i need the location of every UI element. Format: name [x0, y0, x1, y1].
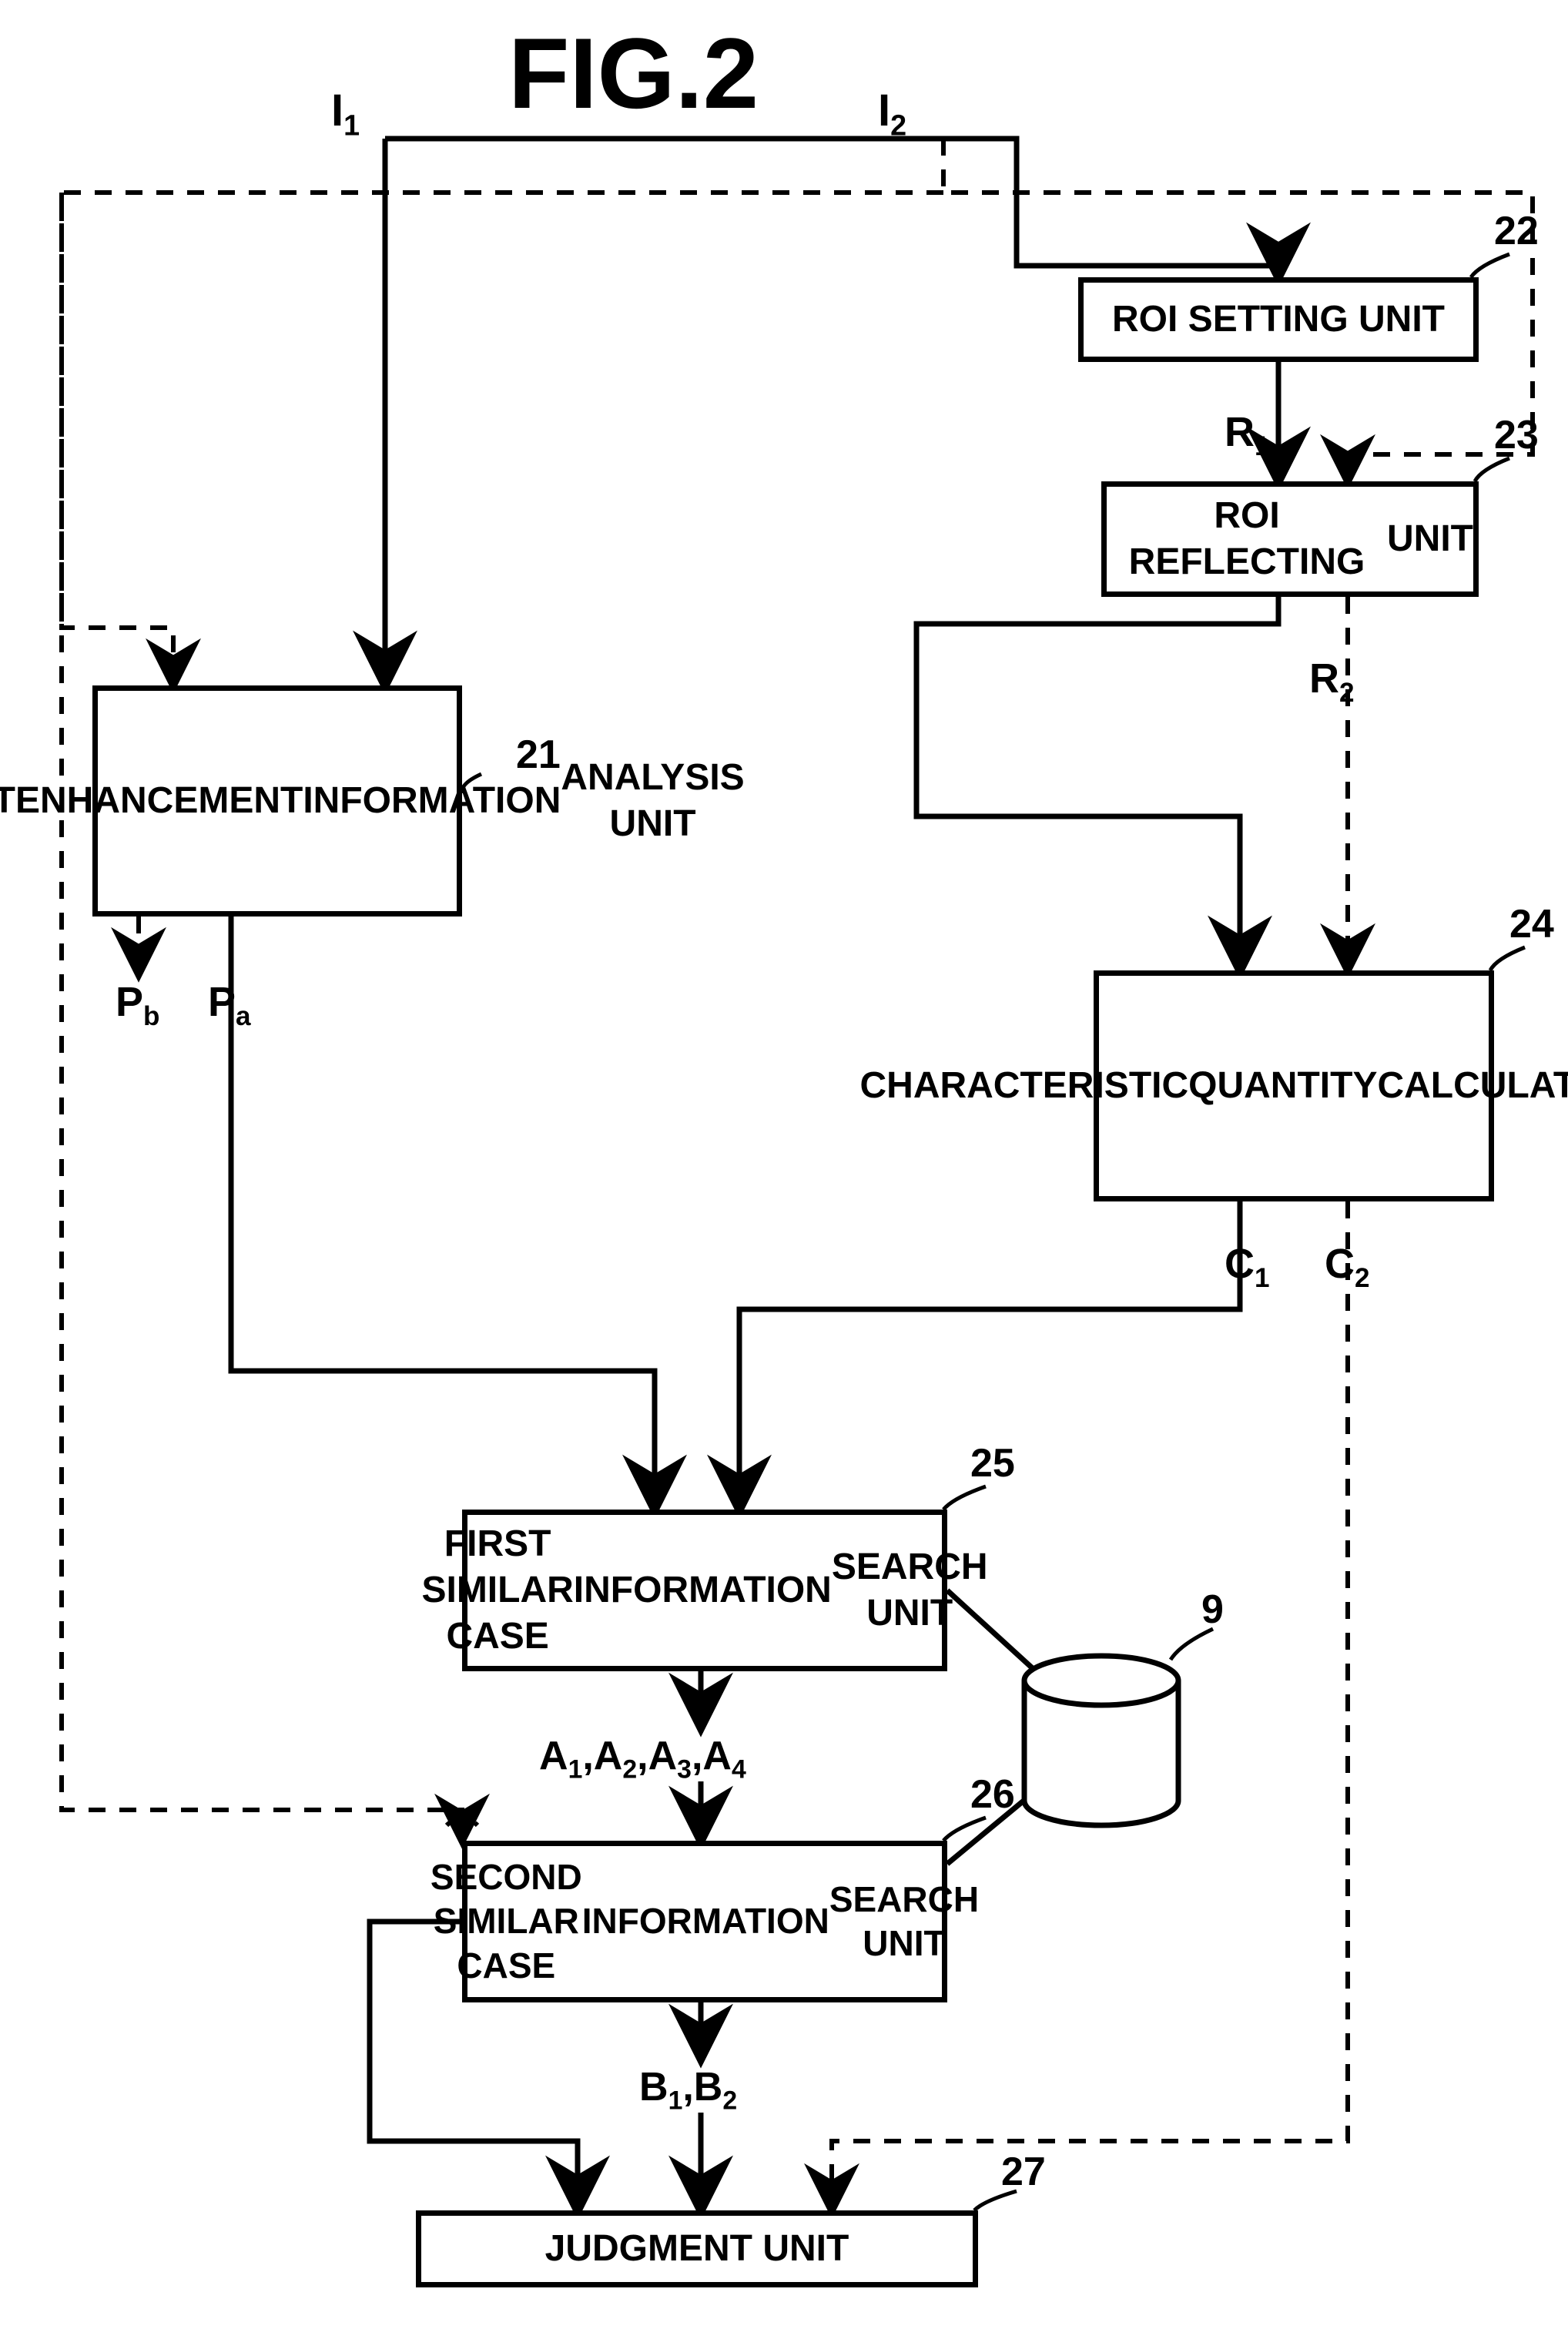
diagram-canvas: FIG.2 CONTRASTENHANCEMENTINFORMATIONANAL…	[0, 0, 1568, 2329]
ref-9-label: 9	[1201, 1587, 1224, 1633]
roi-setting-unit-box: ROI SETTING UNIT	[1078, 277, 1479, 362]
output-a-label: A1,A2,A3,A4	[539, 1733, 746, 1784]
signal-pb-label: Pb	[116, 978, 159, 1032]
signal-r2-label: R2	[1309, 655, 1355, 709]
signal-c2-label: C2	[1325, 1240, 1370, 1294]
signal-pa-label: Pa	[208, 978, 251, 1032]
second-similar-case-unit-box: SECOND SIMILAR CASEINFORMATIONSEARCH UNI…	[462, 1841, 947, 2002]
ref-27-label: 27	[1001, 2149, 1046, 2195]
ref-25-label: 25	[970, 1440, 1015, 1486]
ref-26-label: 26	[970, 1771, 1015, 1818]
signal-r1-label: R1	[1225, 408, 1270, 462]
ref-24-label: 24	[1509, 901, 1554, 947]
roi-reflecting-unit-box: ROI REFLECTINGUNIT	[1101, 481, 1479, 597]
input-i1-label: I1	[331, 85, 360, 142]
figure-title: FIG.2	[508, 15, 759, 131]
ref-23-label: 23	[1494, 412, 1539, 458]
first-similar-case-unit-box: FIRST SIMILAR CASEINFORMATIONSEARCH UNIT	[462, 1510, 947, 1671]
output-b-label: B1,B2	[639, 2064, 737, 2116]
characteristic-quantity-unit-box: CHARACTERISTICQUANTITYCALCULATIONUNIT	[1094, 970, 1494, 1201]
judgment-unit-box: JUDGMENT UNIT	[416, 2210, 978, 2287]
contrast-enhancement-unit-box: CONTRASTENHANCEMENTINFORMATIONANALYSIS U…	[92, 685, 462, 917]
input-i2-label: I2	[878, 85, 906, 142]
signal-c1-label: C1	[1225, 1240, 1270, 1294]
ref-21-label: 21	[516, 732, 561, 778]
ref-22-label: 22	[1494, 208, 1539, 254]
